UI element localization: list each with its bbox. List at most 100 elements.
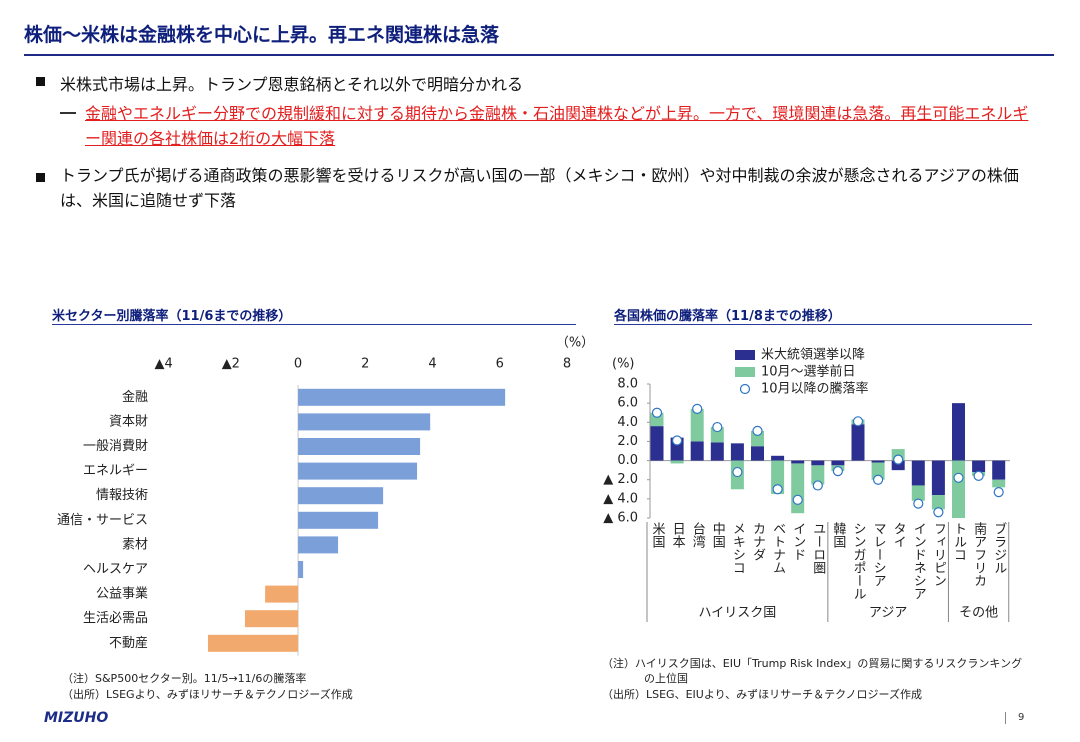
x-tick-label: 0 [294,357,302,372]
legend-swatch [735,367,755,377]
bar-segment [690,441,704,461]
bar-segment [871,460,885,463]
note: （注）ハイリスク国は、EIU「Trump Risk Index」の貿易に関するリ… [602,657,1023,685]
sub-dash [60,112,76,114]
bar [298,462,418,480]
bar-segment [831,460,845,466]
footer-rule [1005,712,1006,724]
x-tick-label: 6 [496,357,504,372]
title-rule [24,54,1054,56]
axis-unit: （%） [556,336,594,351]
y-tick-label: ▲ 4.0 [603,491,638,506]
logo: MIZUHO [44,710,109,726]
marker [953,472,964,483]
legend-swatch [739,383,751,395]
marker [852,416,864,427]
slide-title: 株価～米株は金融株を中心に上昇。再エネ関連株は急落 [24,24,500,46]
y-tick-label: 公益事業 [96,586,148,602]
x-tick-label: 南アフリカ [971,521,987,587]
y-tick-label: 6.0 [617,396,638,411]
x-tick-label: インドネシア [911,522,926,600]
marker [732,466,743,478]
y-tick-label: 4.0 [617,415,638,430]
y-tick-label: 2.0 [617,434,638,449]
group-label: その他 [959,606,998,621]
bar-segment [730,443,744,461]
x-tick-label: 韓国 [830,522,846,548]
y-tick-label: 資本財 [109,414,148,429]
x-tick-label: ▲2 [222,357,240,372]
bar-segment [791,463,805,514]
bar [298,388,506,406]
bar-segment [931,460,945,496]
x-tick-label: フィリピン [931,522,946,587]
x-tick-label: メキシコ [730,522,745,574]
bar-segment [931,495,945,510]
chart-title: 各国株価の騰落率（11/8までの推移） [614,309,841,324]
marker [692,403,703,414]
y-tick-label: 一般消費財 [83,438,148,454]
bullet-text: 米株式市場は上昇。トランプ恩恵銘柄とそれ以外で明暗分かれる [60,75,524,94]
marker [712,421,723,433]
bar-segment [992,479,1006,488]
marker [832,466,844,477]
bar [298,487,384,505]
chart-title: 米セクター別騰落率（11/6までの推移） [52,309,292,324]
bar [207,634,299,652]
y-tick-label: 通信・サービス [57,513,148,528]
x-tick-label: マレーシア [871,522,886,587]
marker [933,507,944,518]
legend-label: 10月以降の騰落率 [761,381,869,397]
x-tick-label: 4 [428,357,436,372]
y-tick-label: ヘルスケア [83,562,148,577]
group-label: アジア [869,606,907,621]
y-tick-label: 金融 [122,389,148,405]
source: （出所）LSEGより、みずほリサーチ＆テクノロジーズ作成 [62,688,353,701]
bar [298,536,339,554]
y-tick-label: 情報技術 [96,488,148,503]
legend-label: 10月～選挙前日 [761,364,856,380]
marker [872,474,884,485]
marker [772,484,783,495]
bullet-text: トランプ氏が掲げる通商政策の悪影響を受けるリスクが高い国の一部（メキシコ・欧州）… [60,166,1019,210]
marker [913,498,924,509]
sub-bullet-text: 金融やエネルギー分野での規制緩和に対する期待から金融株・石油関連株などが上昇。一… [85,104,1029,148]
bullet-mark [36,77,45,86]
bar [298,561,304,578]
bar-segment [791,460,805,464]
chart-title-rule [52,324,576,325]
marker [993,487,1004,498]
x-tick-label: ▲4 [154,357,172,372]
chart-title-rule [614,324,1032,325]
marker [812,480,823,491]
x-tick-label: タイ [891,522,906,548]
bar-segment [670,460,684,464]
bar-segment [811,465,825,485]
x-tick-label: インド [790,522,805,561]
marker [671,435,683,446]
x-tick-label: ブラジル [991,521,1006,574]
bar-segment [871,462,885,480]
bar [265,585,299,603]
y-tick-label: ▲ 2.0 [603,472,638,487]
bar-segment [952,460,965,518]
legend-label: 米大統領選挙以降 [761,347,865,363]
group-label: ハイリスク国 [699,606,777,621]
x-tick-label: ベトナム [770,522,786,574]
bar-segment [851,424,865,461]
y-tick-label: 生活必需品 [83,611,148,626]
bar-segment [992,460,1006,480]
x-tick-label: トルコ [951,522,966,561]
y-tick-label: 素材 [122,537,148,552]
bar-segment [710,442,724,461]
bar-segment [972,460,986,473]
y-tick-label: 不動産 [109,635,148,651]
y-tick-label: ▲ 6.0 [603,511,638,526]
legend-swatch [735,350,755,360]
bar-segment [690,408,704,442]
marker [752,425,763,436]
y-tick-label: エネルギー [83,464,148,479]
bar-segment [911,485,925,501]
